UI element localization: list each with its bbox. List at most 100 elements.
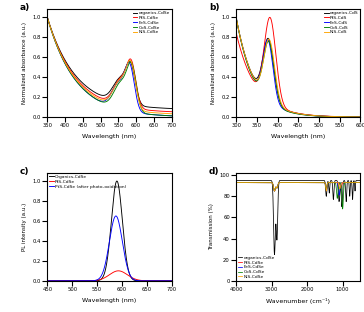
NiS-CdS	[234, 16, 238, 19]
Line: organics-CdSe: organics-CdSe	[236, 180, 360, 255]
FeS-CdSe	[128, 62, 132, 66]
organics-CdS	[266, 37, 270, 40]
organics-CdSe	[331, 196, 335, 199]
NiS-CdS	[358, 115, 363, 119]
CoS-CdSe	[234, 181, 238, 184]
CoS-CdS	[290, 111, 294, 115]
PtS-CdSe	[139, 279, 143, 282]
PtS-CdS	[317, 114, 321, 118]
NiS-CdSe	[128, 59, 132, 62]
organics-CdSe	[358, 178, 363, 182]
NiS-CdSe	[234, 181, 238, 184]
organics-CdSe	[169, 107, 174, 110]
NiS-CdS	[317, 114, 321, 118]
NiS-CdS	[307, 113, 312, 117]
organics-CdS	[328, 115, 332, 118]
PtS-CdSe (after photo-oxidation)	[77, 279, 82, 283]
Text: d): d)	[209, 167, 219, 176]
PtS-CdS	[328, 115, 332, 118]
CoS-CdS	[328, 115, 332, 119]
FeS-CdSe	[331, 181, 335, 184]
CoS-CdSe	[284, 181, 289, 184]
PtS-CdSe	[289, 181, 293, 184]
FeS-CdS	[234, 16, 238, 19]
CoS-CdS	[358, 115, 363, 119]
PtS-CdSe	[116, 269, 120, 273]
Organics-CdSe	[77, 279, 82, 283]
Text: a): a)	[20, 3, 30, 12]
FeS-CdSe	[67, 69, 71, 73]
PtS-CdSe	[128, 275, 132, 279]
Organics-CdSe	[119, 201, 123, 205]
organics-CdS	[358, 115, 363, 119]
CoS-CdSe	[118, 79, 123, 83]
FeS-CdS	[328, 115, 332, 118]
Line: CoS-CdSe: CoS-CdSe	[236, 183, 360, 209]
CoS-CdSe	[169, 114, 174, 118]
Line: PtS-CdS: PtS-CdS	[236, 17, 360, 117]
NiS-CdS	[328, 115, 332, 118]
PtS-CdSe	[77, 80, 82, 84]
FeS-CdSe	[169, 114, 174, 118]
Line: PtS-CdSe: PtS-CdSe	[47, 271, 171, 281]
Y-axis label: Normalized absorbance (a.u.): Normalized absorbance (a.u.)	[22, 22, 27, 104]
X-axis label: Wavelength (nm): Wavelength (nm)	[82, 298, 136, 303]
PtS-CdSe	[118, 76, 123, 79]
PtS-CdS	[266, 19, 270, 23]
PtS-CdSe	[169, 279, 174, 283]
FeS-CdSe	[234, 181, 238, 184]
Legend: organics-CdS, PtS-CdS, FeS-CdS, CoS-CdS, NiS-CdS: organics-CdS, PtS-CdS, FeS-CdS, CoS-CdS,…	[324, 11, 359, 35]
Legend: organics-CdSe, PtS-CdSe, FeS-CdSe, CoS-CdSe, NiS-CdSe: organics-CdSe, PtS-CdSe, FeS-CdSe, CoS-C…	[237, 255, 276, 280]
organics-CdSe	[67, 65, 71, 69]
organics-CdSe	[45, 16, 50, 19]
organics-CdSe	[139, 101, 143, 105]
NiS-CdSe	[139, 105, 143, 109]
PtS-CdS	[307, 113, 312, 117]
Organics-CdSe	[139, 279, 143, 283]
Line: FeS-CdS: FeS-CdS	[236, 17, 360, 117]
organics-CdS	[317, 114, 321, 118]
PtS-CdS	[234, 31, 238, 35]
PtS-CdSe	[319, 181, 324, 184]
organics-CdSe	[118, 75, 123, 78]
NiS-CdSe	[272, 189, 277, 193]
NiS-CdSe	[319, 181, 324, 184]
PtS-CdSe (after photo-oxidation)	[45, 279, 50, 283]
organics-CdSe	[333, 179, 337, 183]
PtS-CdS	[256, 77, 260, 81]
PtS-CdSe	[331, 181, 335, 184]
NiS-CdSe	[331, 181, 335, 184]
organics-CdSe	[247, 178, 251, 182]
Legend: organics-CdSe, PtS-CdSe, FeS-CdSe, CoS-CdSe, NiS-CdSe: organics-CdSe, PtS-CdSe, FeS-CdSe, CoS-C…	[132, 11, 170, 35]
organics-CdS	[234, 16, 238, 19]
Line: CoS-CdSe: CoS-CdSe	[47, 17, 171, 116]
PtS-CdSe	[101, 276, 106, 280]
Line: PtS-CdSe: PtS-CdSe	[236, 183, 360, 191]
Organics-CdSe	[128, 275, 132, 278]
FeS-CdSe	[77, 83, 82, 86]
NiS-CdSe	[101, 98, 106, 102]
PtS-CdSe	[67, 279, 71, 283]
CoS-CdSe	[289, 181, 293, 184]
FeS-CdSe	[139, 109, 143, 112]
Organics-CdSe	[115, 179, 119, 183]
organics-CdS	[290, 110, 294, 114]
CoS-CdSe	[333, 181, 337, 185]
FeS-CdSe	[101, 99, 106, 103]
Line: FeS-CdSe: FeS-CdSe	[47, 17, 171, 116]
Organics-CdSe	[169, 279, 174, 283]
CoS-CdSe	[128, 60, 132, 64]
NiS-CdS	[266, 38, 270, 41]
X-axis label: Wavenumber (cm⁻¹): Wavenumber (cm⁻¹)	[266, 298, 330, 304]
CoS-CdS	[307, 114, 312, 117]
Organics-CdSe	[101, 274, 106, 278]
FeS-CdSe	[319, 181, 324, 184]
Line: Organics-CdSe: Organics-CdSe	[47, 181, 171, 281]
PtS-CdSe	[358, 181, 363, 184]
CoS-CdSe	[358, 181, 363, 184]
PtS-CdSe (after photo-oxidation)	[114, 214, 118, 218]
CoS-CdS	[256, 78, 260, 82]
PtS-CdSe	[139, 102, 143, 106]
Organics-CdSe	[67, 279, 71, 283]
NiS-CdS	[290, 110, 294, 114]
